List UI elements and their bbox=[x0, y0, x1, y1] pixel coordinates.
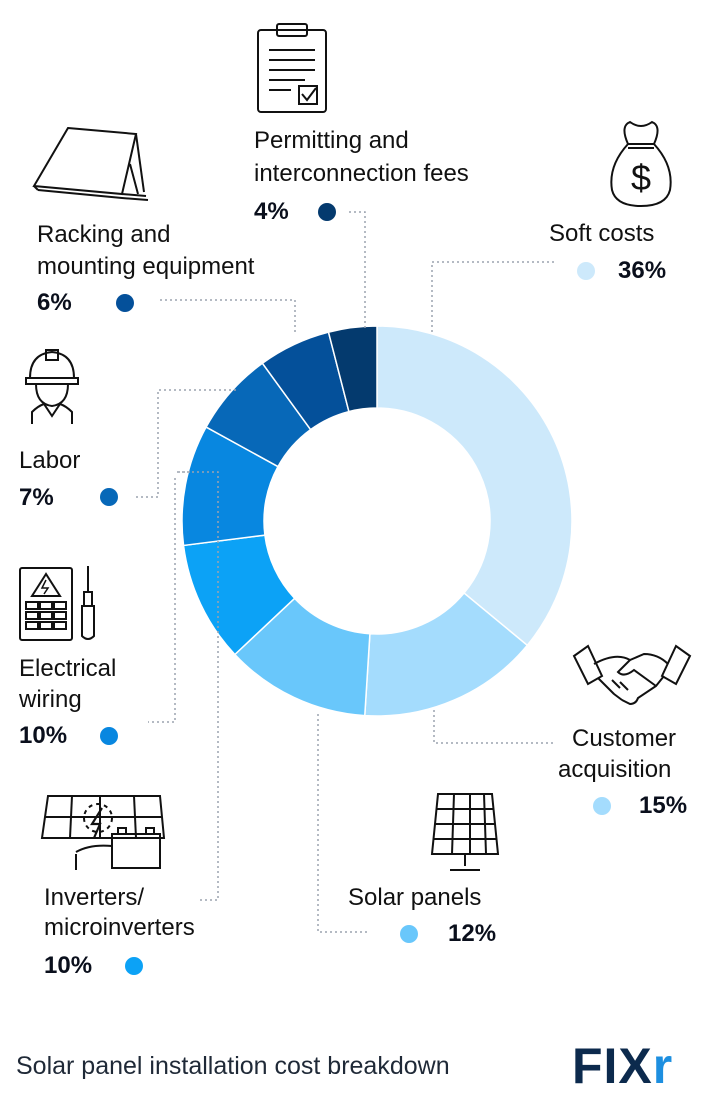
label-racking-line1: Racking and bbox=[37, 221, 171, 248]
donut-slice-permitting bbox=[327, 325, 378, 413]
leader-line-electrical bbox=[148, 478, 176, 723]
inverter-battery-icon bbox=[40, 795, 166, 870]
legend-dot-soft bbox=[577, 262, 595, 280]
solar-panel-icon bbox=[430, 793, 500, 871]
leader-line-soft bbox=[431, 261, 555, 332]
donut-slice-soft bbox=[376, 325, 573, 647]
value-customer: 15% bbox=[639, 792, 688, 819]
value-permitting: 4% bbox=[254, 198, 289, 225]
legend-dot-racking bbox=[116, 294, 134, 312]
value-electrical: 10% bbox=[19, 722, 68, 749]
donut-slices bbox=[181, 325, 573, 717]
logo-accent-text: r bbox=[652, 1038, 674, 1094]
label-electrical-line2: wiring bbox=[19, 686, 82, 713]
electrical-panel-screwdriver-icon bbox=[19, 566, 95, 641]
value-labor: 7% bbox=[19, 484, 54, 511]
label-electrical-line1: Electrical bbox=[19, 655, 117, 682]
leader-line-racking bbox=[158, 299, 296, 332]
leader-line-inverters bbox=[176, 471, 219, 901]
legend-dot-labor bbox=[100, 488, 118, 506]
logo-main-text: FIX bbox=[572, 1038, 653, 1094]
handshake-icon bbox=[572, 644, 692, 706]
legend-dot-inverters bbox=[125, 957, 143, 975]
legend-dot-electrical bbox=[100, 727, 118, 745]
panel-mount-icon bbox=[32, 126, 149, 201]
value-racking: 6% bbox=[37, 289, 72, 316]
label-customer-line2: acquisition bbox=[558, 756, 672, 783]
label-permitting-line1: Permitting and bbox=[254, 127, 409, 154]
label-solar-panels: Solar panels bbox=[348, 884, 482, 911]
hard-hat-worker-icon bbox=[25, 349, 79, 424]
value-inverters: 10% bbox=[44, 952, 93, 979]
money-bag-icon: $ bbox=[610, 120, 672, 208]
leader-line-customer bbox=[433, 710, 556, 744]
clipboard-checklist-icon bbox=[257, 23, 327, 113]
label-customer-line1: Customer bbox=[572, 725, 677, 752]
label-inverters-line1: Inverters/ bbox=[44, 884, 145, 911]
svg-text:$: $ bbox=[631, 157, 651, 198]
value-panels: 12% bbox=[448, 920, 497, 947]
fixr-logo: FIXr bbox=[572, 1037, 673, 1095]
label-soft-costs: Soft costs bbox=[549, 220, 655, 247]
chart-caption: Solar panel installation cost breakdown bbox=[16, 1052, 450, 1080]
legend-dot-customer bbox=[593, 797, 611, 815]
leader-lines bbox=[134, 211, 556, 933]
label-racking-line2: mounting equipment bbox=[37, 253, 255, 280]
leader-line-permitting bbox=[348, 211, 366, 328]
leader-line-panels bbox=[317, 714, 368, 933]
label-labor: Labor bbox=[19, 447, 81, 474]
leader-line-labor bbox=[134, 389, 236, 498]
label-permitting-line2: interconnection fees bbox=[254, 160, 469, 187]
legend-dot-permitting bbox=[318, 203, 336, 221]
label-inverters-line2: microinverters bbox=[44, 914, 195, 941]
legend-dot-panels bbox=[400, 925, 418, 943]
value-soft: 36% bbox=[618, 257, 667, 284]
